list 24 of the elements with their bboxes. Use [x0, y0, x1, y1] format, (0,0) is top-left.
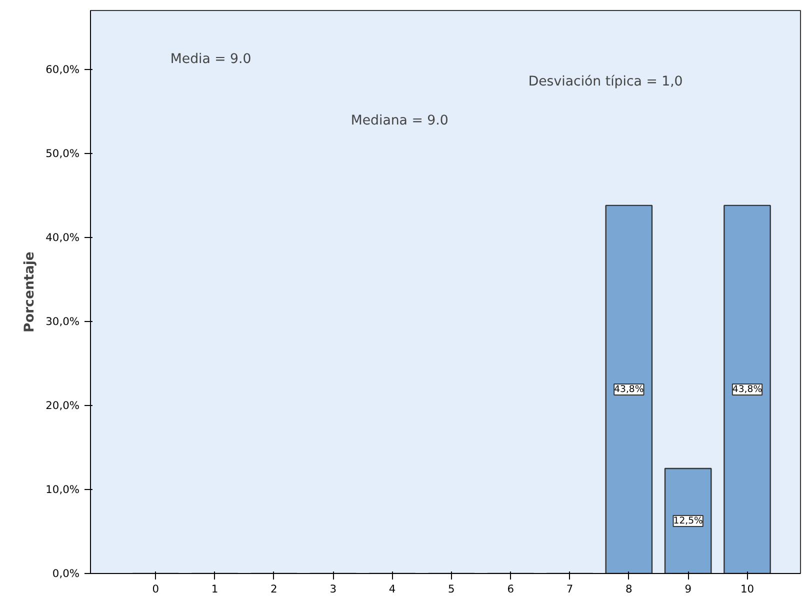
- x-tick-label: 9: [684, 582, 692, 596]
- x-tick-label: 4: [388, 582, 396, 596]
- y-tick-label: 50,0%: [46, 146, 80, 160]
- x-tick-label: 7: [566, 582, 574, 596]
- y-tick-label: 60,0%: [46, 62, 80, 76]
- x-tick-label: 10: [740, 582, 754, 596]
- y-tick-label: 20,0%: [46, 398, 80, 412]
- y-tick-label: 10,0%: [46, 482, 80, 496]
- y-tick-label: 30,0%: [46, 314, 80, 328]
- x-tick-label: 8: [626, 582, 633, 596]
- y-axis-title: Porcentaje: [22, 252, 38, 332]
- annotation: Media = 9.0: [170, 52, 252, 67]
- y-tick-label: 40,0%: [46, 230, 80, 244]
- annotation: Mediana = 9.0: [350, 114, 448, 129]
- annotation: Desviación típica = 1,0: [528, 74, 683, 90]
- y-tick-label: 0,0%: [52, 567, 80, 580]
- x-tick-label: 1: [211, 582, 218, 596]
- x-tick-label: 0: [152, 582, 160, 596]
- x-tick-label: 5: [448, 582, 455, 596]
- x-tick-label: 2: [270, 582, 278, 596]
- x-tick-label: 6: [507, 582, 514, 596]
- data-label: 12,5%: [673, 515, 704, 526]
- data-label: 43,8%: [614, 384, 644, 395]
- x-tick-label: 3: [330, 582, 336, 596]
